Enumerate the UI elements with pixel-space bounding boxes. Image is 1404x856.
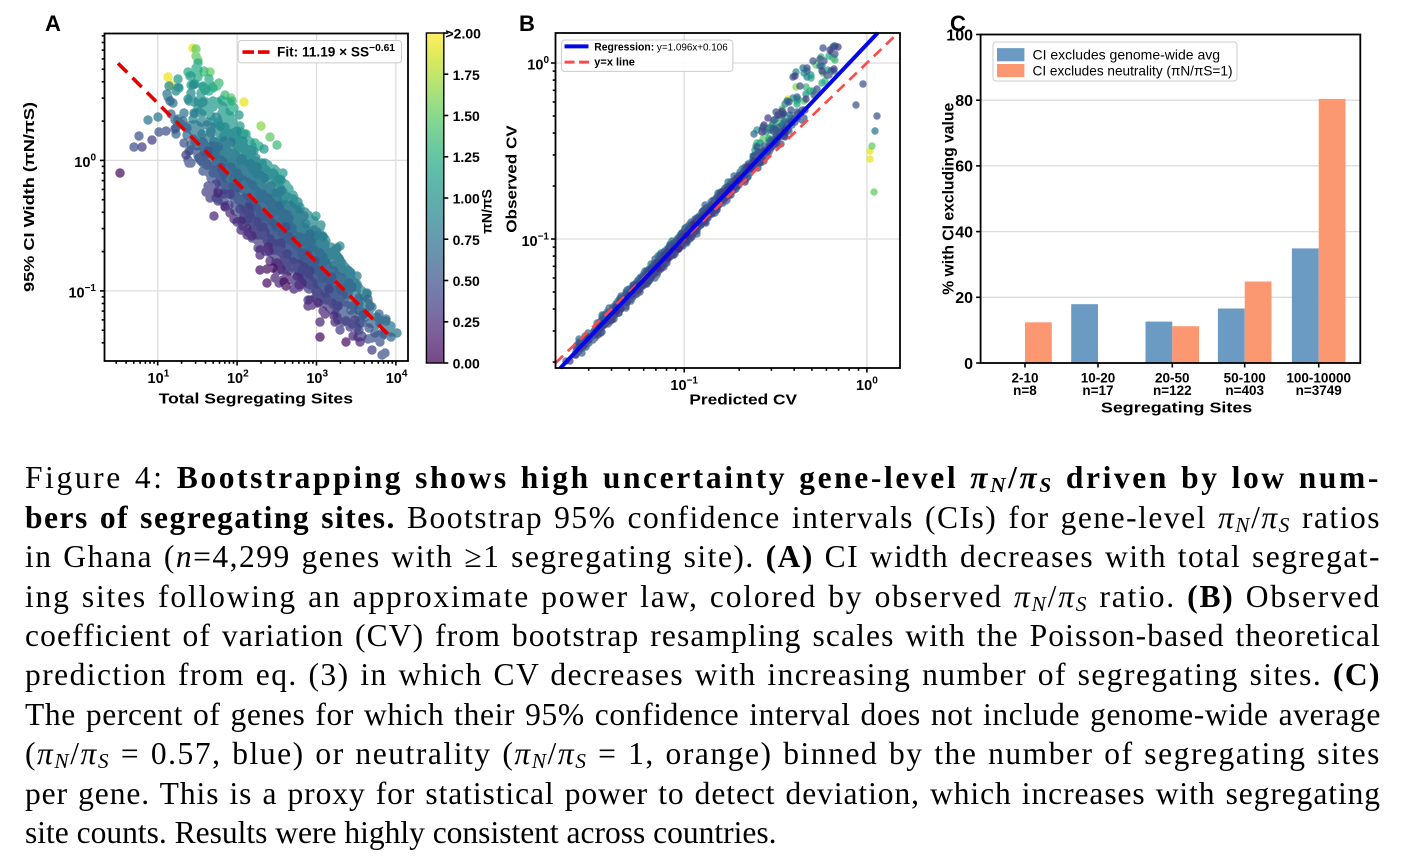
svg-text:y=x line: y=x line xyxy=(594,56,635,68)
svg-text:100-10000: 100-10000 xyxy=(1286,371,1351,386)
svg-text:Observed CV: Observed CV xyxy=(503,125,520,233)
svg-text:0.25: 0.25 xyxy=(453,314,480,330)
svg-text:0: 0 xyxy=(964,356,973,373)
svg-text:Regression: y=1.096x+0.106: Regression: y=1.096x+0.106 xyxy=(594,41,728,53)
svg-text:n=122: n=122 xyxy=(1153,383,1192,398)
svg-text:40: 40 xyxy=(955,224,973,241)
svg-text:C: C xyxy=(950,11,966,36)
svg-text:20: 20 xyxy=(955,290,973,307)
svg-text:πN/πS: πN/πS xyxy=(479,189,495,234)
svg-text:2-10: 2-10 xyxy=(1011,371,1038,386)
svg-text:CI excludes neutrality (πN/πS=: CI excludes neutrality (πN/πS=1) xyxy=(1033,63,1233,79)
svg-text:0.50: 0.50 xyxy=(453,273,480,289)
svg-text:1.50: 1.50 xyxy=(453,108,480,124)
svg-text:80: 80 xyxy=(955,93,973,110)
svg-text:1.00: 1.00 xyxy=(453,191,480,207)
svg-text:% with CI excluding value: % with CI excluding value xyxy=(941,102,958,294)
svg-text:B: B xyxy=(519,11,535,36)
svg-text:10-20: 10-20 xyxy=(1081,371,1116,386)
svg-text:A: A xyxy=(45,11,61,36)
svg-text:CI excludes genome-wide avg: CI excludes genome-wide avg xyxy=(1033,47,1221,63)
svg-text:60: 60 xyxy=(955,159,973,176)
svg-text:>2.00: >2.00 xyxy=(446,26,482,42)
svg-text:n=17: n=17 xyxy=(1082,383,1113,398)
svg-text:50-100: 50-100 xyxy=(1224,371,1266,386)
svg-text:0.75: 0.75 xyxy=(453,232,480,248)
svg-text:1.75: 1.75 xyxy=(453,67,480,83)
svg-text:Total Segregating Sites: Total Segregating Sites xyxy=(159,390,353,407)
svg-text:100: 100 xyxy=(946,27,973,44)
svg-text:20-50: 20-50 xyxy=(1155,371,1190,386)
svg-text:Fit: 11.19 × SS−0.61: Fit: 11.19 × SS−0.61 xyxy=(277,42,395,60)
svg-text:n=403: n=403 xyxy=(1225,383,1264,398)
svg-text:n=3749: n=3749 xyxy=(1296,383,1342,398)
svg-text:95% CI Width (πN/πS): 95% CI Width (πN/πS) xyxy=(21,102,38,292)
svg-text:1.25: 1.25 xyxy=(453,149,480,165)
svg-text:n=8: n=8 xyxy=(1013,383,1037,398)
svg-text:Segregating Sites: Segregating Sites xyxy=(1101,399,1252,416)
svg-text:0.00: 0.00 xyxy=(453,356,480,372)
svg-text:Predicted CV: Predicted CV xyxy=(689,391,797,408)
